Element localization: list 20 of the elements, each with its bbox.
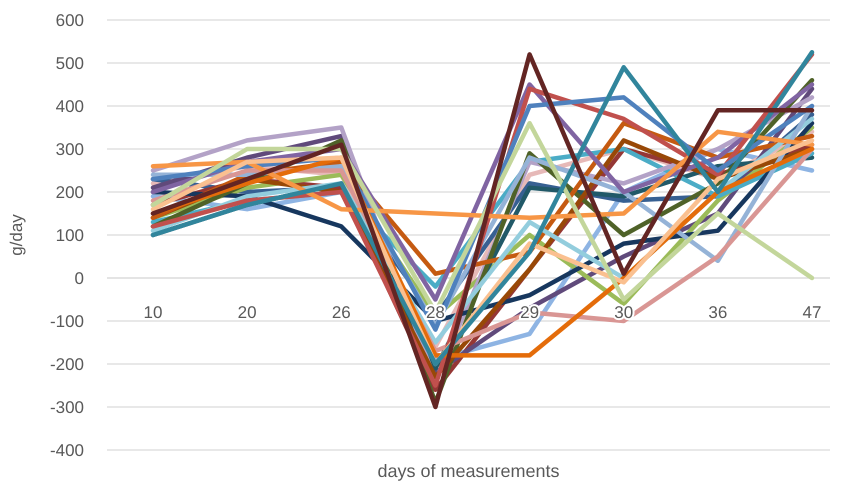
y-tick-label: -300 [50, 398, 84, 417]
x-tick-label: 30 [614, 303, 634, 322]
x-tick-label: 10 [144, 303, 162, 322]
x-tick-label: 47 [802, 303, 822, 322]
y-tick-label: -100 [50, 312, 84, 331]
x-tick-label: 36 [708, 303, 728, 322]
x-tick-label: 28 [426, 303, 445, 322]
y-tick-label: -400 [50, 440, 84, 460]
x-tick-label: 20 [238, 303, 257, 322]
y-tick-label: 400 [56, 96, 84, 116]
x-tick-label: 26 [332, 303, 351, 322]
x-axis-title: days of measurements [377, 461, 560, 481]
y-tick-label: 500 [56, 54, 84, 73]
y-tick-label: 0 [74, 268, 84, 288]
y-tick-label: -200 [50, 354, 84, 374]
y-tick-label: 200 [56, 182, 84, 202]
y-axis-title: g/day [7, 214, 26, 256]
y-tick-label: 600 [56, 10, 84, 30]
y-tick-label: 300 [56, 140, 84, 159]
y-tick-label: 100 [56, 226, 84, 245]
